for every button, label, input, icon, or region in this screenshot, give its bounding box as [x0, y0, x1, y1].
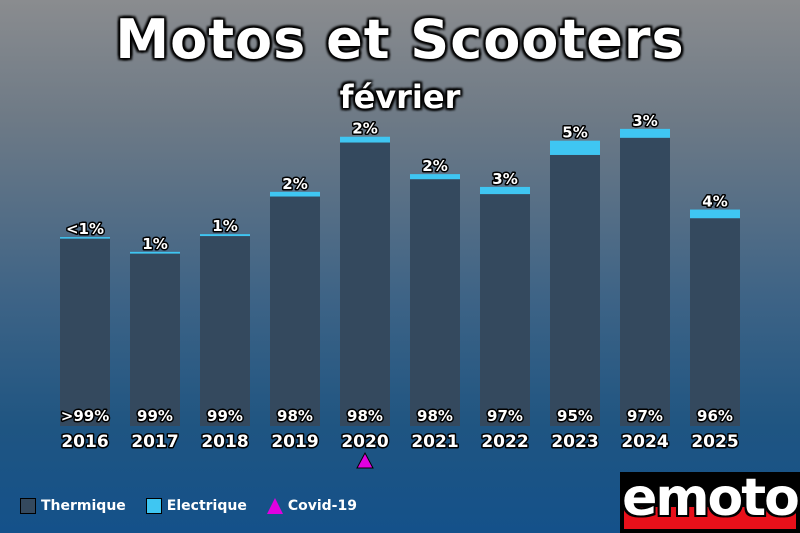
- legend-triangle-icon: [266, 498, 283, 514]
- label-thermique-2017: 99%: [137, 407, 173, 425]
- x-tick-2021: 2021: [411, 432, 458, 452]
- bar-electrique-2020: [340, 136, 390, 143]
- label-electrique-2020: 2%: [352, 120, 377, 138]
- bar-electrique-2023: [550, 140, 600, 155]
- label-thermique-2024: 97%: [627, 407, 663, 425]
- label-electrique-2024: 3%: [632, 112, 657, 130]
- bar-thermique-2020: [340, 142, 390, 426]
- bar-thermique-2023: [550, 154, 600, 426]
- x-tick-2025: 2025: [691, 432, 738, 452]
- label-electrique-2018: 1%: [212, 217, 237, 235]
- bar-electrique-2016: [60, 237, 110, 239]
- label-electrique-2017: 1%: [142, 235, 167, 253]
- bar-thermique-2016: [60, 238, 110, 426]
- label-electrique-2022: 3%: [492, 170, 517, 188]
- legend-swatch-electrique: [145, 498, 162, 514]
- bar-electrique-2025: [690, 209, 740, 219]
- bar-electrique-2021: [410, 174, 460, 180]
- covid-marker-2020: [356, 451, 374, 469]
- chart-title: Motos et Scooters: [115, 8, 685, 71]
- label-thermique-2022: 97%: [487, 407, 523, 425]
- bar-thermique-2025: [690, 218, 740, 426]
- legend-label-electrique: Electrique: [166, 498, 247, 514]
- label-thermique-2025: 96%: [697, 407, 733, 425]
- legend-label-covid: Covid-19: [287, 498, 357, 514]
- x-tick-2024: 2024: [621, 432, 668, 452]
- legend: Thermique Electrique Covid-19: [20, 496, 377, 516]
- label-thermique-2023: 95%: [557, 407, 593, 425]
- bar-thermique-2019: [270, 196, 320, 426]
- bar-electrique-2024: [620, 128, 670, 138]
- legend-item-electrique: Electrique: [145, 498, 247, 514]
- x-tick-2017: 2017: [131, 432, 178, 452]
- label-thermique-2020: 98%: [347, 407, 383, 425]
- x-tick-2022: 2022: [481, 432, 528, 452]
- logo-red-band: [624, 507, 796, 529]
- x-tick-2023: 2023: [551, 432, 598, 452]
- bar-thermique-2017: [130, 253, 180, 426]
- label-thermique-2018: 99%: [207, 407, 243, 425]
- chart-subtitle: février: [339, 78, 461, 116]
- label-thermique-2021: 98%: [417, 407, 453, 425]
- label-electrique-2025: 4%: [702, 193, 727, 211]
- label-thermique-2019: 98%: [277, 407, 313, 425]
- x-tick-2016: 2016: [61, 432, 108, 452]
- bar-electrique-2022: [480, 186, 530, 195]
- bar-thermique-2022: [480, 194, 530, 426]
- legend-label-thermique: Thermique: [41, 498, 126, 514]
- x-tick-2019: 2019: [271, 432, 318, 452]
- bar-thermique-2018: [200, 236, 250, 426]
- bar-thermique-2021: [410, 179, 460, 426]
- label-thermique-2016: >99%: [61, 407, 109, 425]
- logo-text: emoto: [622, 472, 800, 528]
- bar-electrique-2017: [130, 251, 180, 254]
- bar-electrique-2019: [270, 191, 320, 197]
- emoto-logo: emoto: [620, 472, 800, 533]
- legend-item-thermique: Thermique: [20, 498, 126, 514]
- x-tick-2020: 2020: [341, 432, 388, 452]
- label-electrique-2019: 2%: [282, 175, 307, 193]
- bar-thermique-2024: [620, 137, 670, 426]
- legend-swatch-thermique: [20, 498, 36, 514]
- label-electrique-2016: <1%: [66, 220, 104, 238]
- legend-item-covid: Covid-19: [266, 498, 357, 514]
- bar-electrique-2018: [200, 234, 250, 237]
- label-electrique-2023: 5%: [562, 124, 587, 142]
- label-electrique-2021: 2%: [422, 157, 447, 175]
- x-tick-2018: 2018: [201, 432, 248, 452]
